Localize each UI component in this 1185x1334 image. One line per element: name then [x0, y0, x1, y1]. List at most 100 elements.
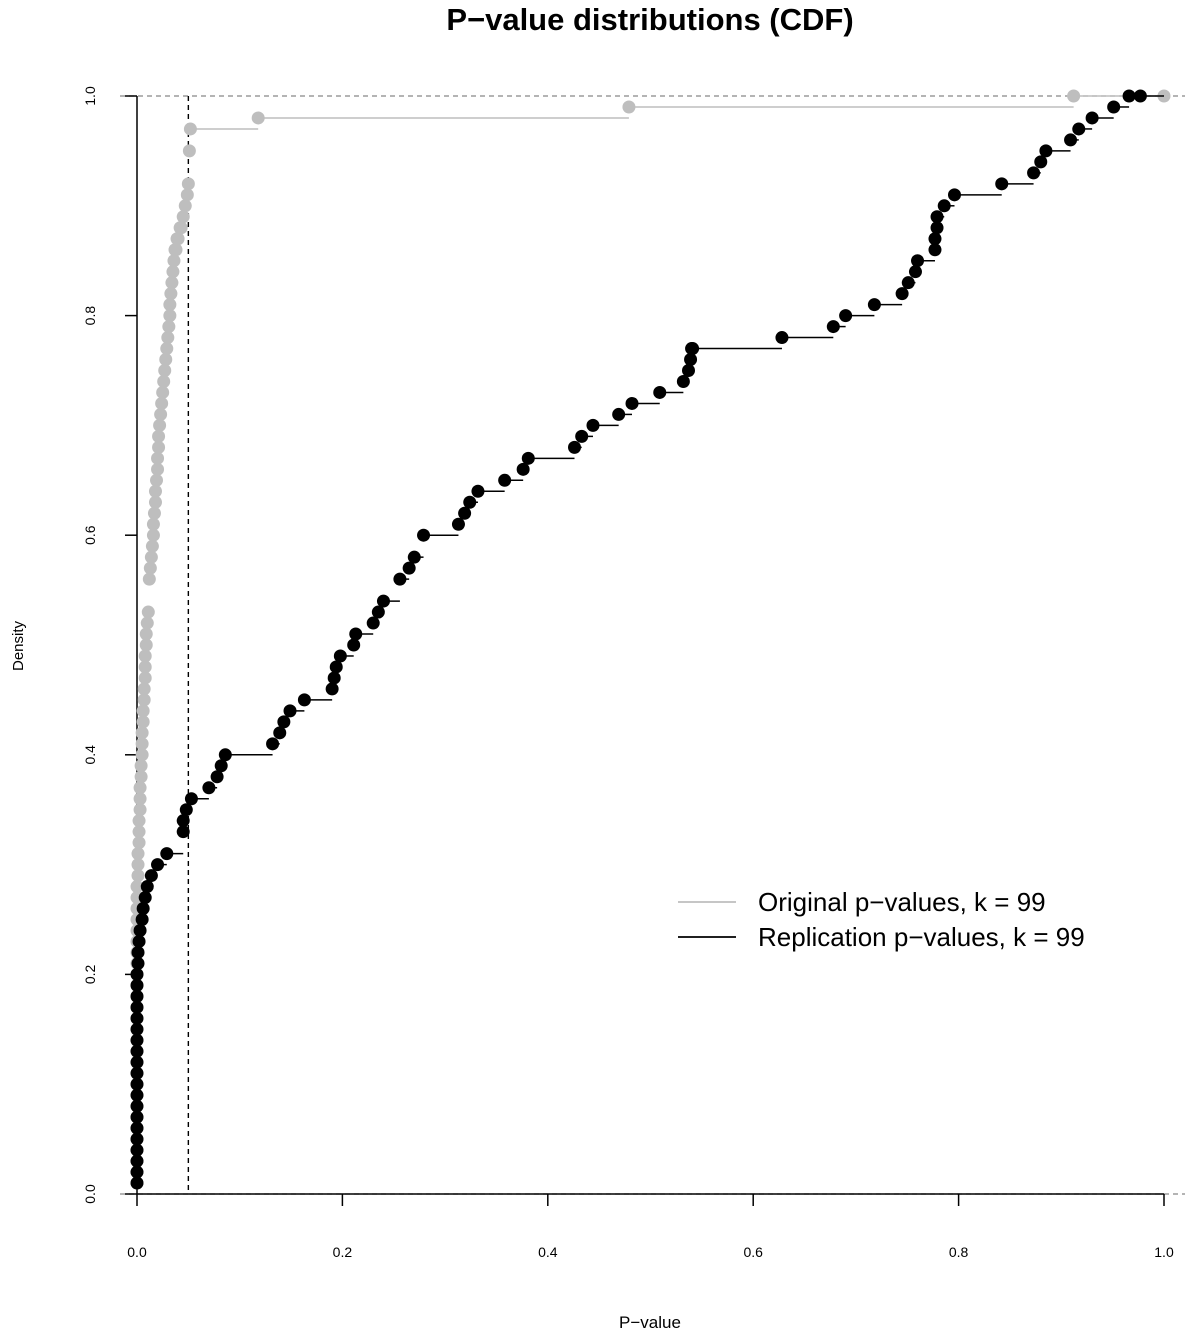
data-point: [575, 429, 589, 443]
data-point: [214, 759, 228, 773]
data-point: [930, 210, 944, 224]
data-point: [1027, 166, 1041, 180]
data-point: [327, 671, 341, 685]
data-point: [266, 737, 280, 751]
data-point: [625, 396, 639, 410]
data-point: [163, 298, 177, 312]
y-tick-label: 1.0: [82, 86, 98, 106]
data-point: [568, 440, 582, 454]
data-point: [908, 265, 922, 279]
data-point: [151, 858, 165, 872]
data-point: [1039, 144, 1053, 158]
data-point: [329, 660, 343, 674]
data-point: [130, 1132, 144, 1146]
data-point: [130, 880, 144, 894]
data-point: [138, 671, 152, 685]
data-point: [140, 616, 154, 630]
data-point: [160, 847, 174, 861]
data-point: [174, 221, 188, 235]
data-point: [130, 1165, 144, 1179]
data-point: [156, 385, 170, 399]
data-point: [137, 682, 151, 696]
data-point: [157, 374, 171, 388]
data-point: [130, 1033, 144, 1047]
data-point: [146, 528, 160, 542]
data-point: [165, 276, 179, 290]
data-point: [136, 704, 150, 718]
data-point: [139, 627, 153, 641]
data-point: [183, 122, 197, 136]
y-tick-label: 0.4: [82, 745, 98, 765]
data-point: [681, 364, 695, 377]
data-point: [151, 462, 165, 476]
y-tick-label: 0.0: [82, 1184, 98, 1204]
data-point: [182, 144, 196, 158]
data-point: [130, 989, 144, 1003]
data-point: [1133, 89, 1147, 103]
x-tick-label: 0.8: [949, 1244, 969, 1260]
x-tick-label: 0.2: [333, 1244, 353, 1260]
data-point: [1122, 89, 1136, 103]
data-point: [130, 1022, 144, 1036]
data-point: [325, 682, 339, 696]
data-point: [516, 462, 530, 476]
data-point: [164, 287, 178, 301]
legend: Original p−values, k = 99 Replication p−v…: [678, 887, 1085, 952]
data-point: [169, 243, 183, 257]
data-point: [130, 1011, 144, 1025]
data-point: [171, 232, 185, 246]
data-point: [130, 1154, 144, 1168]
data-point: [407, 550, 421, 564]
data-point: [142, 572, 156, 586]
data-point: [132, 814, 146, 828]
data-point: [130, 1066, 144, 1080]
data-point: [176, 210, 190, 224]
data-point: [147, 506, 161, 520]
data-point: [138, 649, 152, 663]
data-point: [130, 1110, 144, 1124]
data-point: [146, 517, 160, 531]
data-point: [179, 803, 193, 817]
data-point: [402, 561, 416, 575]
axes: 0.0 0.2 0.4 0.6 0.8 1.0 0.0 0.2 0.4 0.6 0.8 1.0: [82, 86, 1174, 1260]
y-tick-label: 0.8: [82, 306, 98, 326]
data-point: [136, 715, 150, 729]
data-point: [150, 473, 164, 487]
data-point: [145, 539, 159, 553]
data-point: [135, 913, 149, 926]
data-point: [393, 572, 407, 586]
series-replication: [130, 89, 1164, 1190]
data-point: [371, 605, 385, 619]
data-point: [132, 825, 146, 839]
data-point: [139, 638, 153, 652]
data-point: [130, 1077, 144, 1091]
data-point: [131, 945, 145, 959]
data-point: [135, 726, 149, 740]
chart-title: P−value distributions (CDF): [446, 2, 854, 37]
legend-label: Replication p−values, k = 99: [758, 922, 1085, 952]
data-point: [131, 869, 145, 883]
series-original: [130, 89, 1171, 1190]
x-tick-label: 0.4: [538, 1244, 558, 1260]
data-point: [218, 748, 232, 762]
data-point: [297, 693, 311, 707]
data-point: [928, 243, 942, 257]
data-point: [333, 649, 347, 663]
data-point: [210, 770, 224, 784]
data-point: [130, 1044, 144, 1058]
data-point: [176, 814, 190, 828]
data-point: [1034, 155, 1048, 169]
data-point: [130, 1000, 144, 1014]
data-point: [911, 254, 925, 268]
data-point: [137, 693, 151, 707]
data-point: [148, 484, 162, 498]
data-point: [178, 199, 192, 213]
x-axis-label: P−value: [619, 1313, 681, 1332]
data-point: [928, 232, 942, 246]
data-point: [133, 792, 147, 806]
data-point: [347, 638, 361, 652]
data-point: [376, 594, 390, 608]
y-tick-label: 0.2: [82, 964, 98, 984]
data-point: [273, 726, 287, 740]
x-tick-label: 0.6: [743, 1244, 763, 1260]
